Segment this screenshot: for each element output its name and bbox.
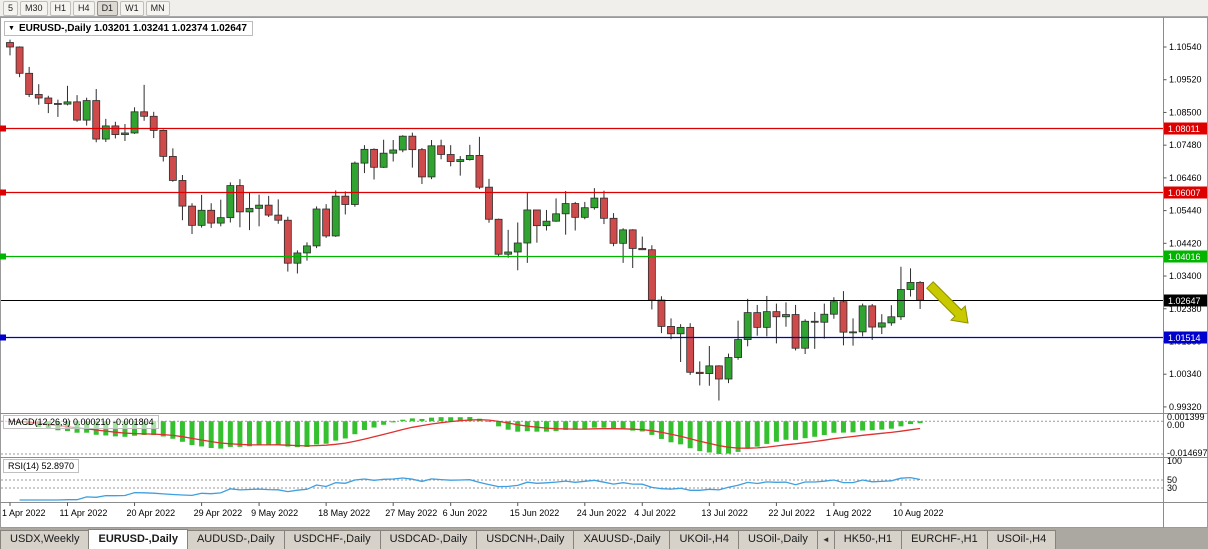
svg-text:1.02380: 1.02380: [1169, 304, 1202, 314]
tab-USDX,Weekly[interactable]: USDX,Weekly: [0, 530, 90, 549]
rsi-indicator-label: RSI(14) 52.8970: [3, 459, 80, 473]
svg-text:50: 50: [1167, 475, 1177, 485]
svg-text:27 May 2022: 27 May 2022: [385, 508, 437, 518]
svg-text:1.02647: 1.02647: [1168, 296, 1201, 306]
down-right-arrow[interactable]: [926, 281, 969, 324]
timeframe-W1[interactable]: W1: [120, 0, 144, 16]
svg-text:6 Jun 2022: 6 Jun 2022: [443, 508, 488, 518]
svg-text:24 Jun 2022: 24 Jun 2022: [577, 508, 627, 518]
svg-text:9 May 2022: 9 May 2022: [251, 508, 298, 518]
svg-text:13 Jul 2022: 13 Jul 2022: [701, 508, 748, 518]
chart-title: EURUSD-,Daily 1.03201 1.03241 1.02374 1.…: [18, 23, 247, 34]
svg-text:29 Apr 2022: 29 Apr 2022: [194, 508, 243, 518]
tab-USOil-,Daily[interactable]: USOil-,Daily: [737, 530, 818, 549]
timeframe-H4[interactable]: H4: [73, 0, 95, 16]
hline-1.01514[interactable]: 1.01514: [0, 331, 1207, 344]
tab-EURCHF-,H1[interactable]: EURCHF-,H1: [901, 530, 988, 549]
hline-1.08011[interactable]: 1.08011: [0, 122, 1207, 135]
svg-text:1.03400: 1.03400: [1169, 271, 1202, 281]
timeframe-M30[interactable]: M30: [20, 0, 48, 16]
svg-text:0.001399: 0.001399: [1167, 412, 1205, 422]
tab-HK50-,H1[interactable]: HK50-,H1: [833, 530, 903, 549]
svg-text:1.01514: 1.01514: [1168, 333, 1201, 343]
price-axis[interactable]: 1.10540 1.09520 1.08500 1.07480 1.06460 1.054…: [1163, 42, 1202, 412]
svg-text:30: 30: [1167, 483, 1177, 493]
svg-text:20 Apr 2022: 20 Apr 2022: [127, 508, 176, 518]
timeframe-toolbar: 5 M30 H1 H4 D1 W1 MN: [0, 0, 1208, 17]
svg-text:11 Apr 2022: 11 Apr 2022: [59, 508, 107, 518]
svg-text:1.04016: 1.04016: [1168, 252, 1201, 262]
timeframe-5[interactable]: 5: [3, 0, 19, 16]
hline-1.04016[interactable]: 1.04016: [0, 250, 1207, 263]
svg-text:1.06007: 1.06007: [1168, 188, 1201, 198]
timeframe-H1[interactable]: H1: [49, 0, 72, 16]
chart-canvas[interactable]: 1.10540 1.09520 1.08500 1.07480 1.06460 1.054…: [0, 17, 1208, 528]
svg-text:1.05440: 1.05440: [1169, 206, 1202, 216]
svg-text:1.04420: 1.04420: [1169, 238, 1202, 248]
tab-UKOil-,H4[interactable]: UKOil-,H4: [669, 530, 739, 549]
svg-text:22 Jul 2022: 22 Jul 2022: [768, 508, 815, 518]
svg-text:15 Jun 2022: 15 Jun 2022: [510, 508, 560, 518]
tab-USDCHF-,Daily[interactable]: USDCHF-,Daily: [283, 530, 381, 549]
svg-text:4 Jul 2022: 4 Jul 2022: [634, 508, 676, 518]
timeframe-MN[interactable]: MN: [145, 0, 170, 16]
svg-text:1.09520: 1.09520: [1169, 75, 1202, 85]
tab-AUDUSD-,Daily[interactable]: AUDUSD-,Daily: [186, 530, 285, 549]
svg-text:100: 100: [1167, 456, 1182, 466]
svg-text:1 Aug 2022: 1 Aug 2022: [826, 508, 872, 518]
chart-title-box[interactable]: ▼ EURUSD-,Daily 1.03201 1.03241 1.02374 …: [4, 21, 253, 36]
svg-text:1.08500: 1.08500: [1169, 107, 1202, 117]
macd-indicator-label: MACD(12,26,9) 0.000210 -0.001804: [3, 415, 159, 429]
svg-text:0.99320: 0.99320: [1169, 402, 1202, 412]
date-axis[interactable]: 1 Apr 2022 11 Apr 2022 20 Apr 2022 29 Apr 2…: [2, 502, 944, 519]
svg-text:1.00340: 1.00340: [1169, 369, 1202, 379]
svg-text:1.10540: 1.10540: [1169, 42, 1202, 52]
timeframe-D1[interactable]: D1: [96, 0, 119, 16]
svg-text:10 Aug 2022: 10 Aug 2022: [893, 508, 944, 518]
svg-text:18 May 2022: 18 May 2022: [318, 508, 370, 518]
svg-text:1 Apr 2022: 1 Apr 2022: [2, 508, 46, 518]
tab-USDCNH-,Daily[interactable]: USDCNH-,Daily: [476, 530, 575, 549]
collapse-icon[interactable]: ▼: [8, 24, 15, 32]
svg-text:1.06460: 1.06460: [1169, 173, 1202, 183]
tab-EURUSD-,Daily[interactable]: EURUSD-,Daily: [88, 529, 188, 549]
symbol-tabbar: USDX,Weekly EURUSD-,Daily AUDUSD-,Daily USD…: [0, 528, 1208, 549]
svg-text:1.08011: 1.08011: [1168, 124, 1200, 134]
tab-USOil-,H4[interactable]: USOil-,H4: [986, 530, 1057, 549]
tabs-scroll-left-icon[interactable]: ◄: [816, 530, 835, 549]
tab-XAUUSD-,Daily[interactable]: XAUUSD-,Daily: [573, 530, 671, 549]
tab-USDCAD-,Daily[interactable]: USDCAD-,Daily: [379, 530, 478, 549]
current-price-line[interactable]: 1.02647: [1, 294, 1207, 307]
svg-text:1.07480: 1.07480: [1169, 140, 1202, 150]
candlesticks[interactable]: [6, 39, 924, 401]
hline-1.06007[interactable]: 1.06007: [0, 186, 1207, 199]
svg-text:0.00: 0.00: [1167, 420, 1185, 430]
svg-text:-0.014697: -0.014697: [1167, 448, 1208, 458]
